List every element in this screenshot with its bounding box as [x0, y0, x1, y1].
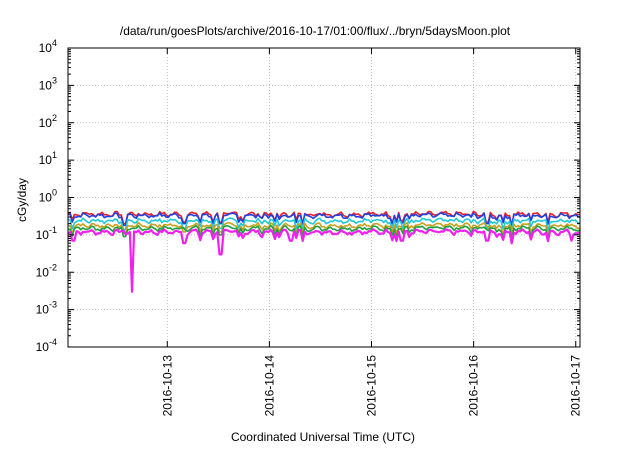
y-tick-exponent: 3: [52, 75, 57, 85]
y-tick-exponent: 1: [52, 150, 57, 160]
series-line: [67, 221, 581, 237]
x-tick-label: 2016-10-15: [365, 355, 379, 417]
x-tick-label: 2016-10-14: [262, 355, 276, 417]
y-tick-exponent: 0: [52, 188, 57, 198]
y-tick-exponent: 4: [52, 38, 57, 48]
series-line: [67, 217, 581, 232]
y-tick-label: 100: [39, 188, 57, 205]
series-layer: [67, 210, 581, 293]
x-axis-label: Coordinated Universal Time (UTC): [231, 430, 415, 444]
series-line: [67, 228, 581, 293]
x-tick-label: 2016-10-13: [160, 355, 174, 417]
y-tick-exponent: -4: [49, 337, 57, 347]
y-tick-label: 104: [39, 38, 57, 55]
y-tick-label: 102: [39, 113, 57, 130]
y-tick-exponent: -2: [49, 262, 57, 272]
y-axis-label: cGy/day: [15, 178, 29, 222]
x-tick-label: 2016-10-16: [467, 355, 481, 417]
x-tick-label: 2016-10-17: [569, 355, 583, 417]
grid: [68, 48, 580, 347]
y-tick-exponent: -3: [49, 300, 57, 310]
y-tick-label: 10-3: [36, 300, 57, 317]
y-tick-exponent: 2: [52, 113, 57, 123]
series-line: [67, 212, 581, 228]
series-line: [67, 224, 581, 240]
x-axis: 2016-10-13 2016-10-14 2016-10-15 2016-10-16…: [160, 48, 583, 417]
y-tick-label: 10-4: [36, 337, 57, 354]
chart-title: /data/run/goesPlots/archive/2016-10-17/0…: [120, 24, 511, 38]
y-tick-label: 101: [39, 150, 57, 167]
y-tick-exponent: -1: [49, 225, 57, 235]
y-tick-label: 10-2: [36, 262, 57, 279]
y-tick-label: 103: [39, 75, 57, 92]
y-tick-label: 10-1: [36, 225, 57, 242]
